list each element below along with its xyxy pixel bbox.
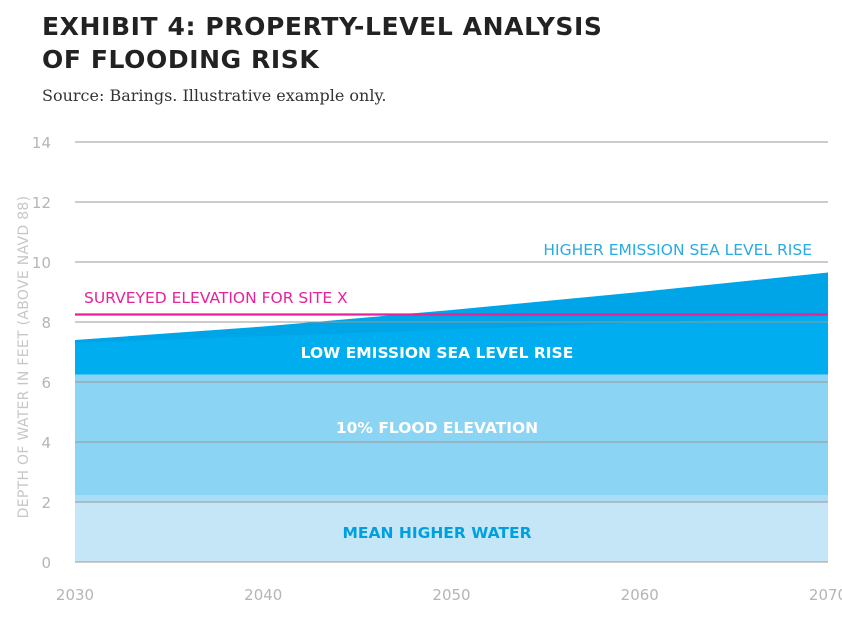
labels-layer: HIGHER EMISSION SEA LEVEL RISE SURVEYED E… bbox=[84, 241, 812, 542]
low-emission-area bbox=[75, 316, 828, 375]
band-1 bbox=[75, 374, 828, 496]
y-axis-label: DEPTH OF WATER IN FEET (ABOVE NAVD 88) bbox=[16, 196, 32, 519]
x-tick-label: 2030 bbox=[56, 586, 94, 604]
y-tick-label: 14 bbox=[32, 134, 51, 152]
y-tick-label: 8 bbox=[41, 314, 51, 332]
chart-subtitle: Source: Barings. Illustrative example on… bbox=[42, 86, 387, 105]
y-tick-label: 10 bbox=[32, 254, 51, 272]
bands-layer bbox=[75, 374, 828, 562]
y-tick-label: 2 bbox=[41, 494, 51, 512]
band-0 bbox=[75, 496, 828, 562]
series-layer bbox=[75, 272, 828, 375]
chart-title-line-1: EXHIBIT 4: PROPERTY-LEVEL ANALYSIS bbox=[42, 12, 603, 41]
y-axis-ticks: 0 2 4 6 8 10 12 14 bbox=[32, 134, 51, 572]
y-tick-label: 4 bbox=[41, 434, 51, 452]
band-separator bbox=[75, 495, 828, 502]
x-tick-label: 2050 bbox=[432, 586, 470, 604]
surveyed-elevation-label: SURVEYED ELEVATION FOR SITE X bbox=[84, 289, 348, 307]
y-tick-label: 0 bbox=[41, 554, 51, 572]
low-emission-label: LOW EMISSION SEA LEVEL RISE bbox=[301, 344, 574, 362]
higher-emission-label: HIGHER EMISSION SEA LEVEL RISE bbox=[543, 241, 812, 259]
chart-title-line-2: OF FLOODING RISK bbox=[42, 45, 320, 74]
y-tick-label: 6 bbox=[41, 374, 51, 392]
x-tick-label: 2040 bbox=[244, 586, 282, 604]
x-tick-label: 2060 bbox=[621, 586, 659, 604]
mean-higher-water-label: MEAN HIGHER WATER bbox=[342, 524, 531, 542]
chart-title: EXHIBIT 4: PROPERTY-LEVEL ANALYSIS OF FL… bbox=[42, 10, 742, 76]
grid-layer bbox=[75, 141, 828, 563]
y-tick-label: 12 bbox=[32, 194, 51, 212]
flood-elevation-label: 10% FLOOD ELEVATION bbox=[336, 419, 538, 437]
